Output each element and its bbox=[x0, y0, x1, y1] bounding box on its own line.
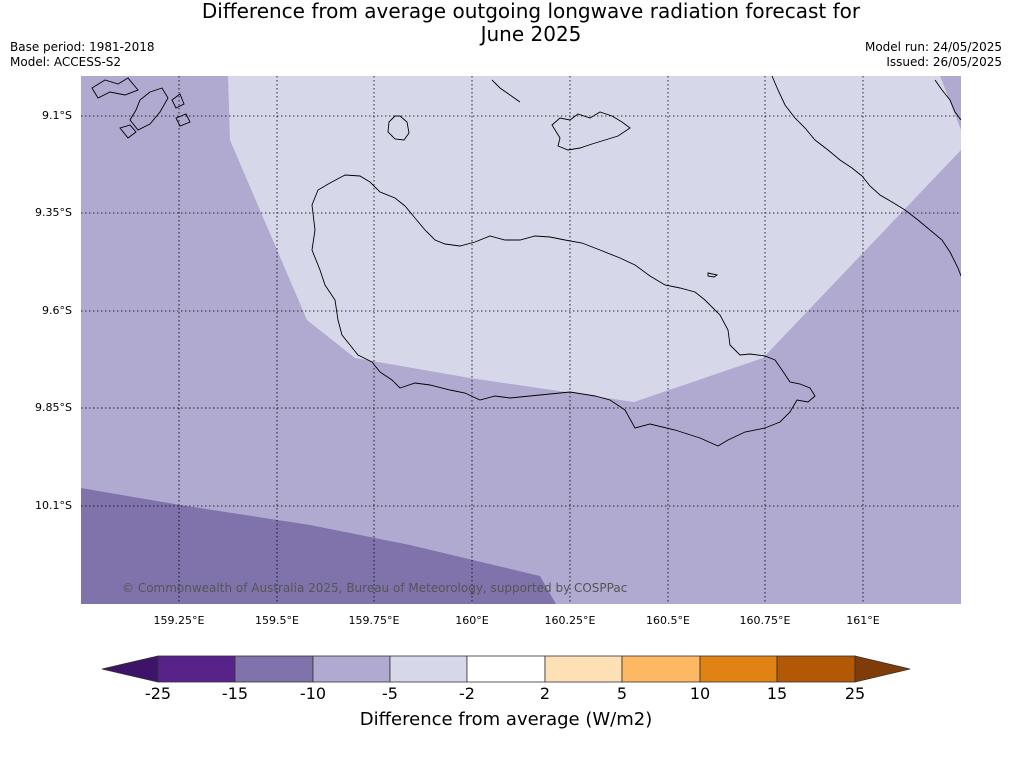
colorbar-bin-2 bbox=[234, 655, 314, 683]
coastlines bbox=[91, 76, 961, 447]
title-line-2: June 2025 bbox=[480, 22, 582, 46]
lon-label-6: 160.5°E bbox=[646, 614, 690, 627]
colorbar bbox=[101, 655, 911, 683]
lon-label-2: 159.5°E bbox=[255, 614, 299, 627]
colorbar-label: 2 bbox=[539, 684, 551, 703]
coast-small-island bbox=[387, 115, 410, 141]
lon-label-4: 160°E bbox=[455, 614, 489, 627]
coast-florida-islands bbox=[551, 111, 631, 151]
colorbar-bin-7 bbox=[621, 655, 701, 683]
colorbar-label: -15 bbox=[221, 684, 249, 703]
meta-left: Base period: 1981-2018 Model: ACCESS-S2 bbox=[10, 40, 155, 70]
model-name: Model: ACCESS-S2 bbox=[10, 55, 122, 69]
field-dark bbox=[81, 488, 556, 604]
colorbar-bin-3 bbox=[312, 655, 391, 683]
colorbar-label: -10 bbox=[299, 684, 327, 703]
gridlines bbox=[81, 76, 961, 604]
colorbar-bin-8 bbox=[699, 655, 778, 683]
colorbar-title: Difference from average (W/m2) bbox=[359, 709, 653, 730]
model-run: Model run: 24/05/2025 bbox=[864, 40, 1002, 54]
lat-label-1: 9.1°S bbox=[42, 109, 72, 122]
lon-label-7: 160.75°E bbox=[739, 614, 791, 627]
title-line-1: Difference from average outgoing longwav… bbox=[201, 0, 861, 23]
colorbar-label: 25 bbox=[844, 684, 866, 703]
colorbar-bin-9 bbox=[776, 655, 856, 683]
colorbar-extend-max bbox=[854, 655, 911, 683]
lon-label-1: 159.25°E bbox=[153, 614, 205, 627]
lat-label-3: 9.6°S bbox=[42, 304, 72, 317]
colorbar-label: 5 bbox=[616, 684, 628, 703]
lat-label-5: 10.1°S bbox=[35, 499, 72, 512]
colorbar-label: -25 bbox=[144, 684, 172, 703]
colorbar-bin-1 bbox=[157, 655, 236, 683]
copyright-notice: © Commonwealth of Australia 2025, Bureau… bbox=[122, 581, 628, 595]
lon-label-3: 159.75°E bbox=[348, 614, 400, 627]
issued-date: Issued: 26/05/2025 bbox=[886, 55, 1002, 69]
coast-malaita bbox=[771, 76, 961, 277]
meta-right: Model run: 24/05/2025 Issued: 26/05/2025 bbox=[865, 40, 1002, 70]
colorbar-label: 15 bbox=[766, 684, 788, 703]
base-period: Base period: 1981-2018 bbox=[10, 40, 155, 54]
map-title: Difference from average outgoing longwav… bbox=[160, 0, 902, 46]
coast-northeast bbox=[491, 79, 961, 121]
lon-label-5: 160.25°E bbox=[544, 614, 596, 627]
colorbar-extend-min bbox=[101, 655, 159, 683]
coast-islet bbox=[707, 272, 719, 278]
colorbar-bin-4 bbox=[389, 655, 468, 683]
colorbar-bin-5 bbox=[466, 655, 546, 683]
map-field bbox=[81, 76, 961, 604]
colorbar-bin-6 bbox=[544, 655, 623, 683]
coast-northwest-islands bbox=[91, 77, 191, 139]
coast-guadalcanal bbox=[311, 174, 816, 447]
colorbar-label: -5 bbox=[382, 684, 398, 703]
lon-label-8: 161°E bbox=[846, 614, 880, 627]
colorbar-label: 10 bbox=[689, 684, 711, 703]
lat-label-4: 9.85°S bbox=[35, 401, 72, 414]
field-light bbox=[228, 76, 961, 402]
colorbar-label: -2 bbox=[459, 684, 475, 703]
lat-label-2: 9.35°S bbox=[35, 206, 72, 219]
